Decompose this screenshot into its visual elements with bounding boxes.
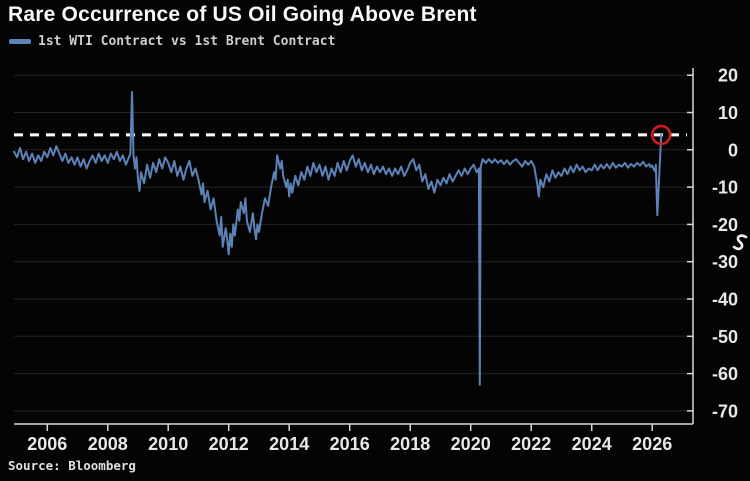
x-axis-tick-label: 2022: [511, 434, 551, 454]
source-attribution: Source: Bloomberg: [8, 458, 136, 473]
y-axis-tick-label: -20: [712, 215, 738, 235]
x-axis-tick-label: 2016: [330, 434, 370, 454]
y-axis-tick-label: -30: [712, 252, 738, 272]
y-axis-tick-label: 20: [718, 66, 738, 86]
x-axis-tick-label: 2024: [572, 434, 612, 454]
rare-occurrence-highlight-circle: [650, 124, 672, 146]
x-axis-tick-label: 2006: [27, 434, 67, 454]
x-axis-tick-label: 2008: [88, 434, 128, 454]
y-axis-tick-label: -60: [712, 364, 738, 384]
x-axis-tick-label: 2014: [269, 434, 309, 454]
y-axis-tick-label: -50: [712, 327, 738, 347]
y-axis-tick-label: -10: [712, 178, 738, 198]
wti-brent-spread-line: [13, 91, 663, 386]
y-axis-tick-label: -40: [712, 290, 738, 310]
x-axis-tick-label: 2020: [451, 434, 491, 454]
legend-label: 1st WTI Contract vs 1st Brent Contract: [38, 34, 336, 49]
y-axis-tick-label: -70: [712, 401, 738, 421]
legend-line-swatch: [9, 39, 31, 44]
y-axis-tick-label: 0: [728, 140, 738, 160]
legend: 1st WTI Contract vs 1st Brent Contract: [9, 34, 335, 49]
y-axis-tick-label: 10: [718, 103, 738, 123]
x-axis-tick-label: 2012: [209, 434, 249, 454]
x-axis-tick-label: 2026: [632, 434, 672, 454]
chart-title: Rare Occurrence of US Oil Going Above Br…: [8, 3, 477, 26]
x-axis-tick-label: 2010: [148, 434, 188, 454]
scribble-annotation-icon: [732, 234, 748, 251]
x-axis-tick-label: 2018: [390, 434, 430, 454]
